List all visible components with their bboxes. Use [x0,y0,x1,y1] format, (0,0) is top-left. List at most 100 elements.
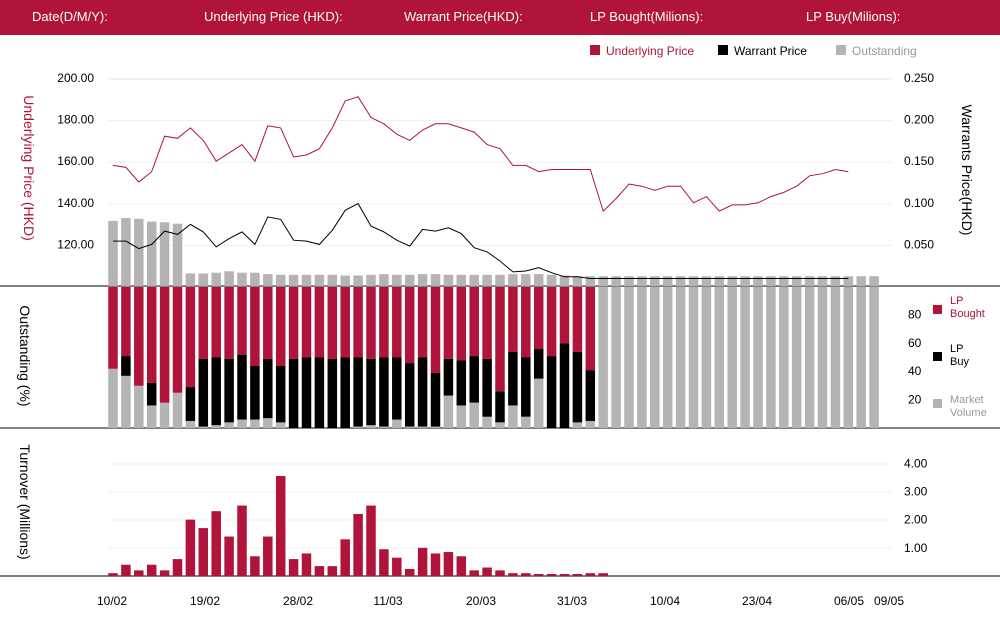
market-volume-bar-51 [766,287,776,428]
turnover-bar-23 [404,568,415,576]
lp-bought-bar-19 [353,287,363,358]
lp-buy-bar-11 [250,365,260,420]
market-volume-bar-25 [430,426,441,428]
legend-market-volume-word1: Market [950,394,984,406]
outstanding-bar-23 [404,274,415,286]
outstanding-bar-21 [379,274,389,286]
lp-buy-bar-10 [237,354,247,420]
market-volume-bar-9 [224,422,234,428]
market-volume-bar-43 [662,287,673,428]
lp-bought-bar-28 [469,287,479,357]
lp-bought-bar-21 [379,287,389,358]
outstanding-bar-38 [598,276,608,286]
market-volume-bar-59 [869,287,879,428]
market-volume-bar-47 [714,287,725,428]
lp-buy-bar-31 [508,351,518,406]
lp-bought-bar-29 [482,287,492,359]
legend-outstanding-swatch [836,45,846,55]
outstanding-bar-6 [185,273,196,286]
market-volume-bar-45 [688,287,699,428]
outstanding-bar-7 [198,273,209,286]
lp-bought-bar-37 [585,287,596,371]
outstanding-bar-57 [843,276,854,286]
market-volume-bar-56 [830,287,841,428]
lp-bought-bar-7 [198,287,209,359]
market-volume-bar-29 [482,416,492,428]
lp-bought-bar-32 [521,287,531,358]
lp-bought-bar-14 [288,287,299,359]
turnover-bar-32 [521,573,531,576]
outstanding-bar-26 [443,274,454,286]
outstanding-bar-14 [288,274,299,286]
market-volume-bar-33 [533,378,544,428]
lp-buy-label: LP Buy(Milions): [806,9,901,24]
lp-buy-bar-23 [404,363,415,427]
turnover-bar-5 [172,559,183,576]
outstanding-bar-54 [804,276,815,286]
outstanding-bar-0 [108,220,118,286]
turnover-bar-6 [185,519,196,576]
turnover-y-tick-3: 1.00 [904,541,928,555]
turnover-bar-25 [430,553,441,576]
turnover-y-tick-1: 3.00 [904,484,928,498]
turnover-bar-0 [108,573,118,576]
market-volume-bar-37 [585,420,596,428]
x-tick-9: 09/05 [874,594,904,608]
legend-underlying: Underlying Price [606,44,694,58]
lp-bought-bar-24 [417,287,428,358]
market-volume-bar-40 [624,287,634,428]
legend-lp-bought-swatch [933,305,942,314]
turnover-bar-18 [340,539,350,576]
x-tick-0: 10/02 [97,594,127,608]
legend-underlying-swatch [590,45,600,55]
lp-buy-bar-36 [572,351,583,423]
outstanding-y-tick-2: 40 [908,364,922,378]
turnover-bar-14 [288,559,299,576]
lp-buy-bar-16 [314,357,325,428]
lp-bought-bar-30 [495,287,505,392]
legend-lp-bought-word2: Bought [950,308,985,320]
legend-warrant-swatch [718,45,728,55]
price-y-tick-2: 160.00 [57,154,94,168]
lp-bought-bar-36 [572,287,583,352]
lp-bought-bar-35 [559,287,570,344]
outstanding-bar-52 [779,276,789,286]
lp-bought-label: LP Bought(Milions): [590,9,704,24]
market-volume-bar-58 [856,287,866,428]
lp-bought-bar-13 [275,287,286,366]
outstanding-bar-33 [533,274,544,286]
price-y-tick-4: 120.00 [57,237,94,251]
market-volume-bar-49 [740,287,750,428]
outstanding-bar-48 [727,276,737,286]
outstanding-bar-1 [121,218,131,286]
market-volume-bar-11 [250,419,260,428]
lp-buy-bar-34 [546,356,557,428]
warrant-y-tick-3: 0.100 [904,196,934,210]
legend-market-volume-swatch [933,399,942,408]
turnover-bar-15 [301,553,312,576]
lp-bought-bar-17 [327,287,338,359]
market-volume-bar-6 [185,420,196,428]
x-tick-6: 10/04 [650,594,680,608]
outstanding-bar-32 [521,274,531,286]
turnover-bar-12 [263,536,273,576]
turnover-bar-9 [224,536,234,576]
outstanding-bar-11 [250,272,260,286]
lp-buy-bar-33 [533,349,544,379]
lp-buy-bar-3 [146,382,157,406]
market-volume-bar-0 [108,368,118,428]
outstanding-bar-4 [159,222,170,286]
underlying-price-label: Underlying Price (HKD): [204,9,343,24]
lp-buy-bar-8 [211,357,221,426]
turnover-bar-34 [546,574,557,576]
turnover-bar-33 [533,574,544,576]
turnover-bar-21 [379,549,389,576]
legend-outstanding: Outstanding [852,44,917,58]
market-volume-bar-32 [521,416,531,428]
lp-buy-bar-1 [121,356,131,376]
outstanding-bar-49 [740,276,750,286]
lp-bought-bar-5 [172,287,183,393]
turnover-bar-3 [146,564,157,576]
price-y-tick-3: 140.00 [57,196,94,210]
x-tick-8: 06/05 [834,594,864,608]
